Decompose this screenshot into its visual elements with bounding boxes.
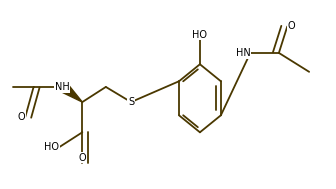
Text: O: O — [287, 22, 295, 31]
Text: S: S — [128, 97, 134, 107]
Text: O: O — [79, 153, 86, 163]
Polygon shape — [56, 84, 82, 102]
Text: O: O — [17, 112, 25, 122]
Text: NH: NH — [55, 82, 70, 92]
Text: HO: HO — [44, 143, 59, 152]
Text: HN: HN — [236, 48, 250, 58]
Text: HO: HO — [193, 30, 207, 40]
